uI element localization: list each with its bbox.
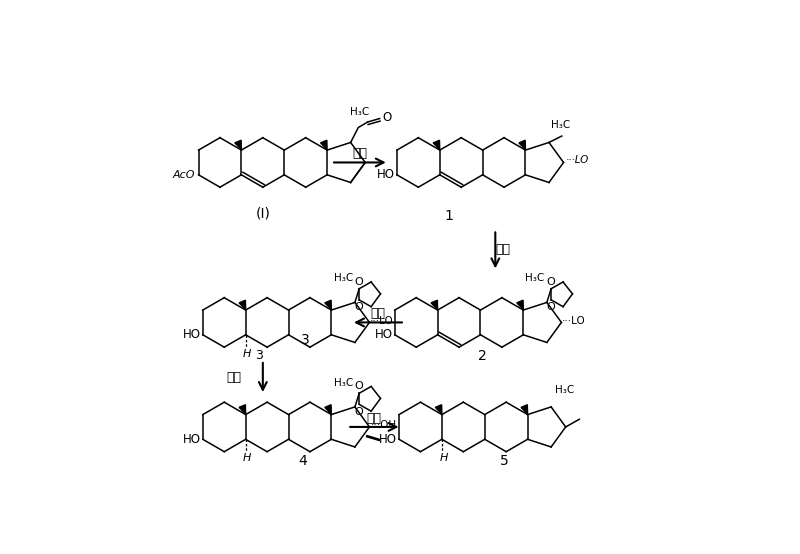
Text: HO: HO bbox=[182, 329, 201, 341]
Text: 3: 3 bbox=[301, 334, 310, 347]
Text: H: H bbox=[439, 453, 448, 463]
Text: 缩锐: 缩锐 bbox=[495, 243, 510, 257]
Text: H₃C: H₃C bbox=[334, 273, 353, 283]
Text: HO: HO bbox=[377, 168, 394, 181]
Text: O: O bbox=[382, 111, 392, 124]
Text: 3: 3 bbox=[255, 349, 263, 362]
Text: (I): (I) bbox=[255, 207, 270, 220]
Text: H₃C: H₃C bbox=[350, 107, 370, 117]
Text: 2: 2 bbox=[478, 348, 487, 363]
Text: H: H bbox=[243, 349, 251, 359]
Polygon shape bbox=[519, 140, 526, 150]
Text: ···OH: ···OH bbox=[371, 420, 398, 430]
Text: 氢化: 氢化 bbox=[370, 307, 386, 320]
Text: ···LO: ···LO bbox=[370, 316, 394, 326]
Polygon shape bbox=[434, 140, 440, 150]
Polygon shape bbox=[521, 405, 528, 414]
Text: 环氧: 环氧 bbox=[352, 147, 367, 161]
Text: HO: HO bbox=[379, 433, 397, 446]
Text: O: O bbox=[354, 276, 363, 286]
Polygon shape bbox=[325, 300, 331, 310]
Polygon shape bbox=[239, 405, 246, 414]
Polygon shape bbox=[321, 140, 327, 150]
Polygon shape bbox=[235, 140, 242, 150]
Text: O: O bbox=[354, 302, 363, 312]
Text: H₃C: H₃C bbox=[554, 385, 574, 395]
Text: 4: 4 bbox=[298, 454, 307, 468]
Text: HO: HO bbox=[182, 433, 201, 446]
Text: 1: 1 bbox=[444, 209, 453, 223]
Polygon shape bbox=[431, 300, 438, 310]
Polygon shape bbox=[325, 405, 331, 414]
Text: O: O bbox=[354, 407, 363, 417]
Polygon shape bbox=[435, 405, 442, 414]
Text: H₃C: H₃C bbox=[551, 121, 570, 131]
Text: H: H bbox=[243, 453, 251, 463]
Polygon shape bbox=[239, 300, 246, 310]
Text: O: O bbox=[354, 381, 363, 391]
Text: ···LO: ···LO bbox=[562, 316, 586, 326]
Text: H₃C: H₃C bbox=[334, 378, 353, 388]
Polygon shape bbox=[517, 300, 523, 310]
Text: 5: 5 bbox=[499, 454, 508, 468]
Text: O: O bbox=[546, 302, 555, 312]
Text: O: O bbox=[546, 276, 555, 286]
Text: H₃C: H₃C bbox=[526, 273, 545, 283]
Text: 加成: 加成 bbox=[226, 371, 242, 383]
Text: HO: HO bbox=[374, 329, 393, 341]
Text: AcO: AcO bbox=[173, 170, 195, 180]
Text: ···LO: ···LO bbox=[566, 155, 589, 165]
Text: 水解: 水解 bbox=[366, 412, 382, 425]
